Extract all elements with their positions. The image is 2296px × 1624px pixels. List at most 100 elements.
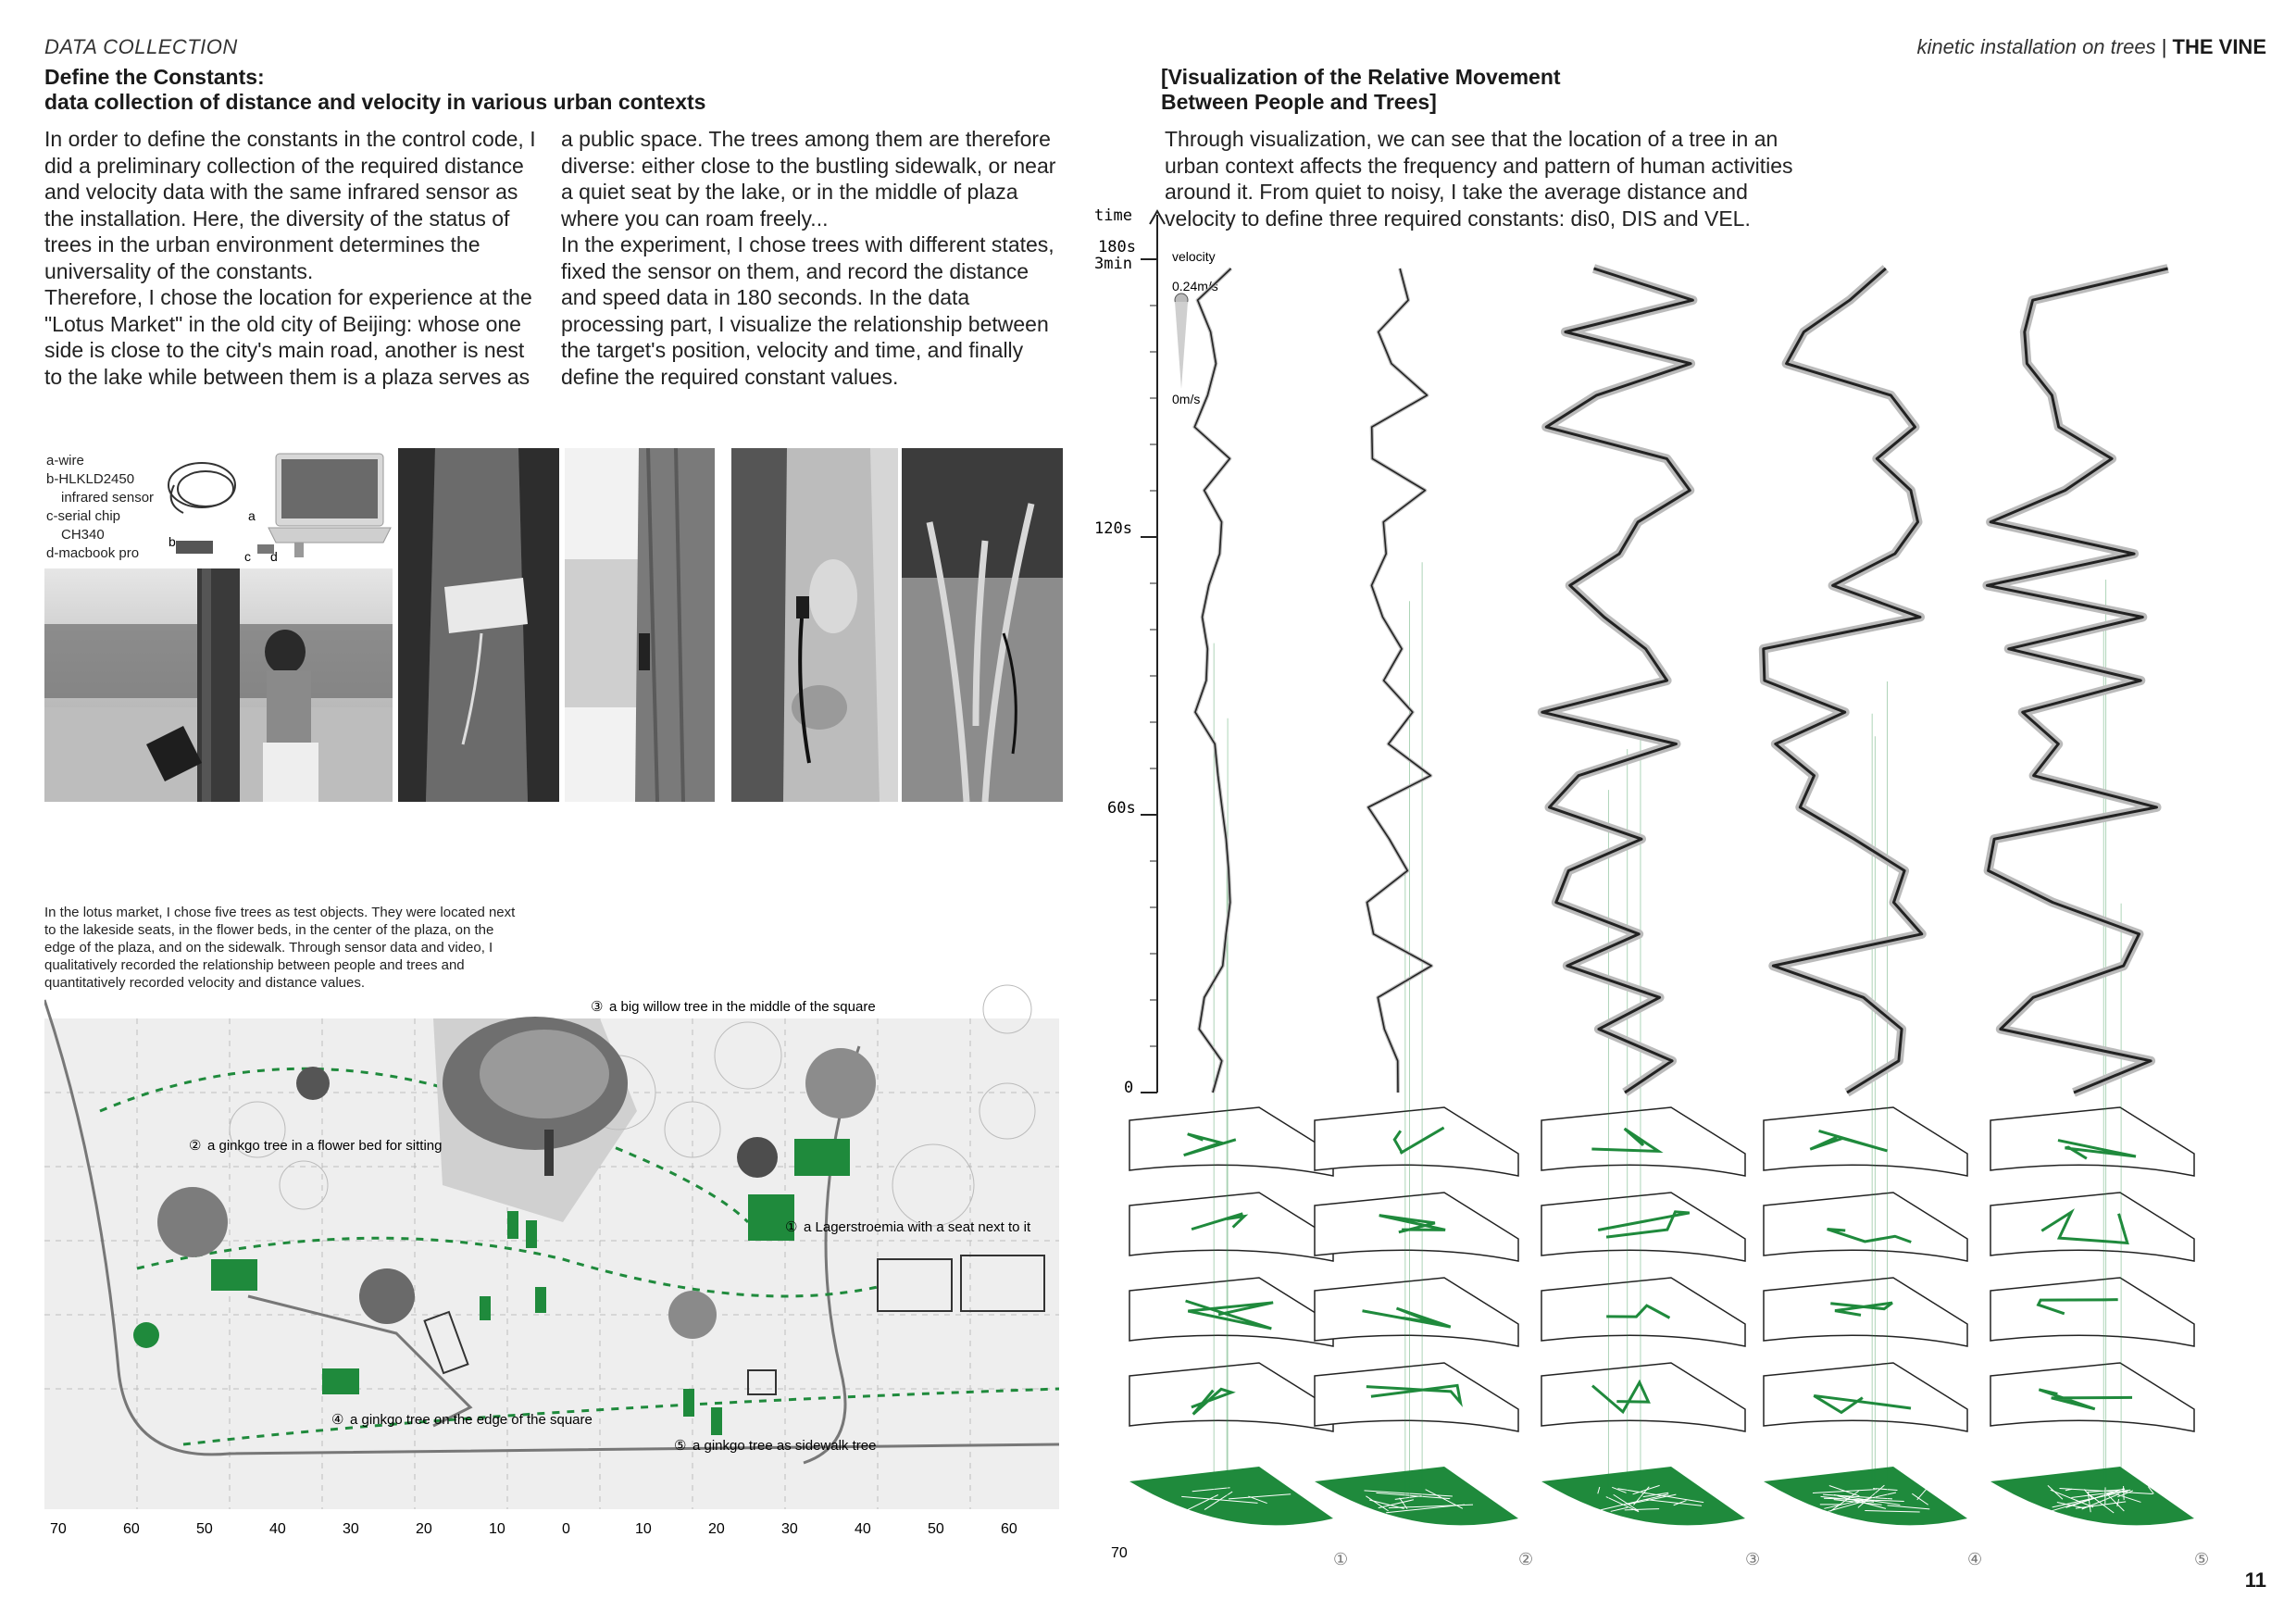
section-tag: DATA COLLECTION [44, 35, 238, 58]
trace-path [1624, 1508, 1660, 1511]
field-photo-myrtle [902, 448, 1063, 802]
trace-segment [1827, 1228, 1912, 1243]
viz-title: [Visualization of the Relative Movement … [1161, 65, 1561, 115]
time-slab [1129, 1192, 1334, 1262]
equipment-legend: a-wire b-HLKLD2450 infrared sensor c-ser… [46, 452, 154, 563]
time-tick-label: 3min [1094, 255, 1132, 273]
plan-axis-tick: 50 [196, 1521, 213, 1537]
time-slab [1990, 1106, 2195, 1177]
plan-axis-tick: 20 [416, 1521, 432, 1537]
movement-visualization: time 180s 3min 120s 60s 0 velocity 0.24m… [1083, 204, 2277, 1574]
field-photo-person [44, 568, 393, 802]
trace-path [1812, 1489, 1877, 1493]
legend-item: d-macbook pro [46, 545, 140, 561]
body-column-2: a public space. The trees among them are… [561, 126, 1061, 390]
legend-item: b-HLKLD2450 [46, 471, 135, 487]
time-axis-arrow [1149, 208, 1166, 225]
trace-segment [1366, 1383, 1463, 1407]
trace-path [1192, 1487, 1230, 1493]
legend-letter: a [248, 508, 256, 523]
trace-path [1857, 1484, 1885, 1508]
tree-marker: ⑤ [674, 1438, 686, 1454]
trace-path [1613, 1493, 1639, 1512]
trace-path [2052, 1490, 2128, 1508]
movement-ribbon [1985, 267, 2168, 1094]
trace-path [1425, 1489, 1464, 1509]
time-tick-label: 60s [1107, 799, 1136, 818]
trace-path [1600, 1493, 1669, 1511]
plan-axis: 70 60 50 40 30 20 10 0 10 20 30 40 50 60 [50, 1521, 1017, 1537]
tree-number: ⑤ [2194, 1550, 2209, 1568]
trace-path [2050, 1489, 2094, 1508]
time-slab [1314, 1277, 1519, 1347]
field-photo-plane-trunk [731, 448, 898, 802]
site-plan: ③ a big willow tree in the middle of the… [44, 981, 1059, 1537]
time-slab [1541, 1362, 1746, 1432]
trace-path [1824, 1492, 1897, 1509]
trace-path [1916, 1484, 1930, 1501]
legend-item: infrared sensor [61, 490, 155, 506]
trace-base [1764, 1467, 1967, 1526]
time-tick-label: 180s [1098, 238, 1136, 256]
equipment-photo: a b c d [156, 448, 393, 565]
legend-item: a-wire [46, 453, 84, 468]
tree-label: a ginkgo tree as sidewalk tree [693, 1438, 876, 1454]
trace-segment [1392, 1126, 1445, 1155]
tree-number: ④ [1967, 1550, 1982, 1568]
legend-letter: b [168, 534, 176, 549]
time-slab [1541, 1192, 1746, 1262]
tree-label: a Lagerstroemia with a seat next to it [804, 1219, 1031, 1235]
trace-path [2075, 1501, 2127, 1509]
plan-axis-tick: 30 [781, 1521, 798, 1537]
trace-path [2147, 1486, 2154, 1494]
page-number: 11 [2244, 1568, 2266, 1592]
plan-axis-tick: 10 [489, 1521, 505, 1537]
trace-base [1541, 1467, 1745, 1526]
trace-path [2087, 1493, 2115, 1514]
trace-segment [1606, 1304, 1671, 1319]
movement-ribbon-shadow [1537, 264, 1698, 1097]
trace-path [2087, 1491, 2091, 1513]
plan-axis-tick: 70 [50, 1521, 67, 1537]
trace-segment [1379, 1214, 1446, 1234]
trace-path [1228, 1493, 1292, 1500]
paragraph: In order to define the constants in the … [44, 127, 536, 283]
legend-letter: c [244, 549, 251, 564]
trace-segment [1191, 1387, 1236, 1416]
page-title-line-1: Define the Constants: [44, 65, 265, 89]
movement-ribbon [1762, 267, 1924, 1094]
tree-column: ④ [1758, 265, 1982, 1568]
movement-ribbon-shadow [1758, 265, 1927, 1097]
paragraph: a public space. The trees among them are… [561, 127, 1056, 231]
trace-path [1865, 1510, 1920, 1513]
trace-path [2050, 1491, 2116, 1512]
time-slab [1314, 1362, 1519, 1432]
viz-title-line-1: [Visualization of the Relative Movement [1161, 65, 1561, 89]
trace-path [1828, 1499, 1870, 1512]
trace-path [1181, 1495, 1258, 1504]
time-slab [1763, 1192, 1968, 1262]
trace-base [1990, 1467, 2194, 1526]
time-slab [1314, 1106, 1519, 1177]
trace-path [1873, 1488, 1898, 1492]
paragraph: In the experiment, I chose trees with di… [561, 232, 1054, 389]
trace-path [1887, 1505, 1930, 1510]
movement-ribbon-shadow [1365, 268, 1434, 1093]
trace-path [1833, 1493, 1901, 1505]
trace-segment [2057, 1139, 2137, 1160]
trace-path [1386, 1504, 1466, 1514]
trace-path [1378, 1499, 1414, 1509]
tree-marker: ② [189, 1138, 201, 1154]
time-tick-label: 0 [1124, 1079, 1133, 1097]
trace-path [2081, 1493, 2119, 1510]
running-header-subtitle: kinetic installation on trees [1916, 35, 2156, 58]
trace-segment [1183, 1132, 1237, 1157]
plan-axis-tick: 60 [123, 1521, 140, 1537]
page-title-line-2: data collection of distance and velocity… [44, 90, 706, 114]
trace-segment [1591, 1379, 1651, 1415]
trace-path [1617, 1488, 1704, 1504]
trace-path [1833, 1499, 1882, 1505]
trace-path [1646, 1499, 1703, 1506]
trace-path [1597, 1486, 1601, 1494]
running-header-title: THE VINE [2172, 35, 2266, 58]
